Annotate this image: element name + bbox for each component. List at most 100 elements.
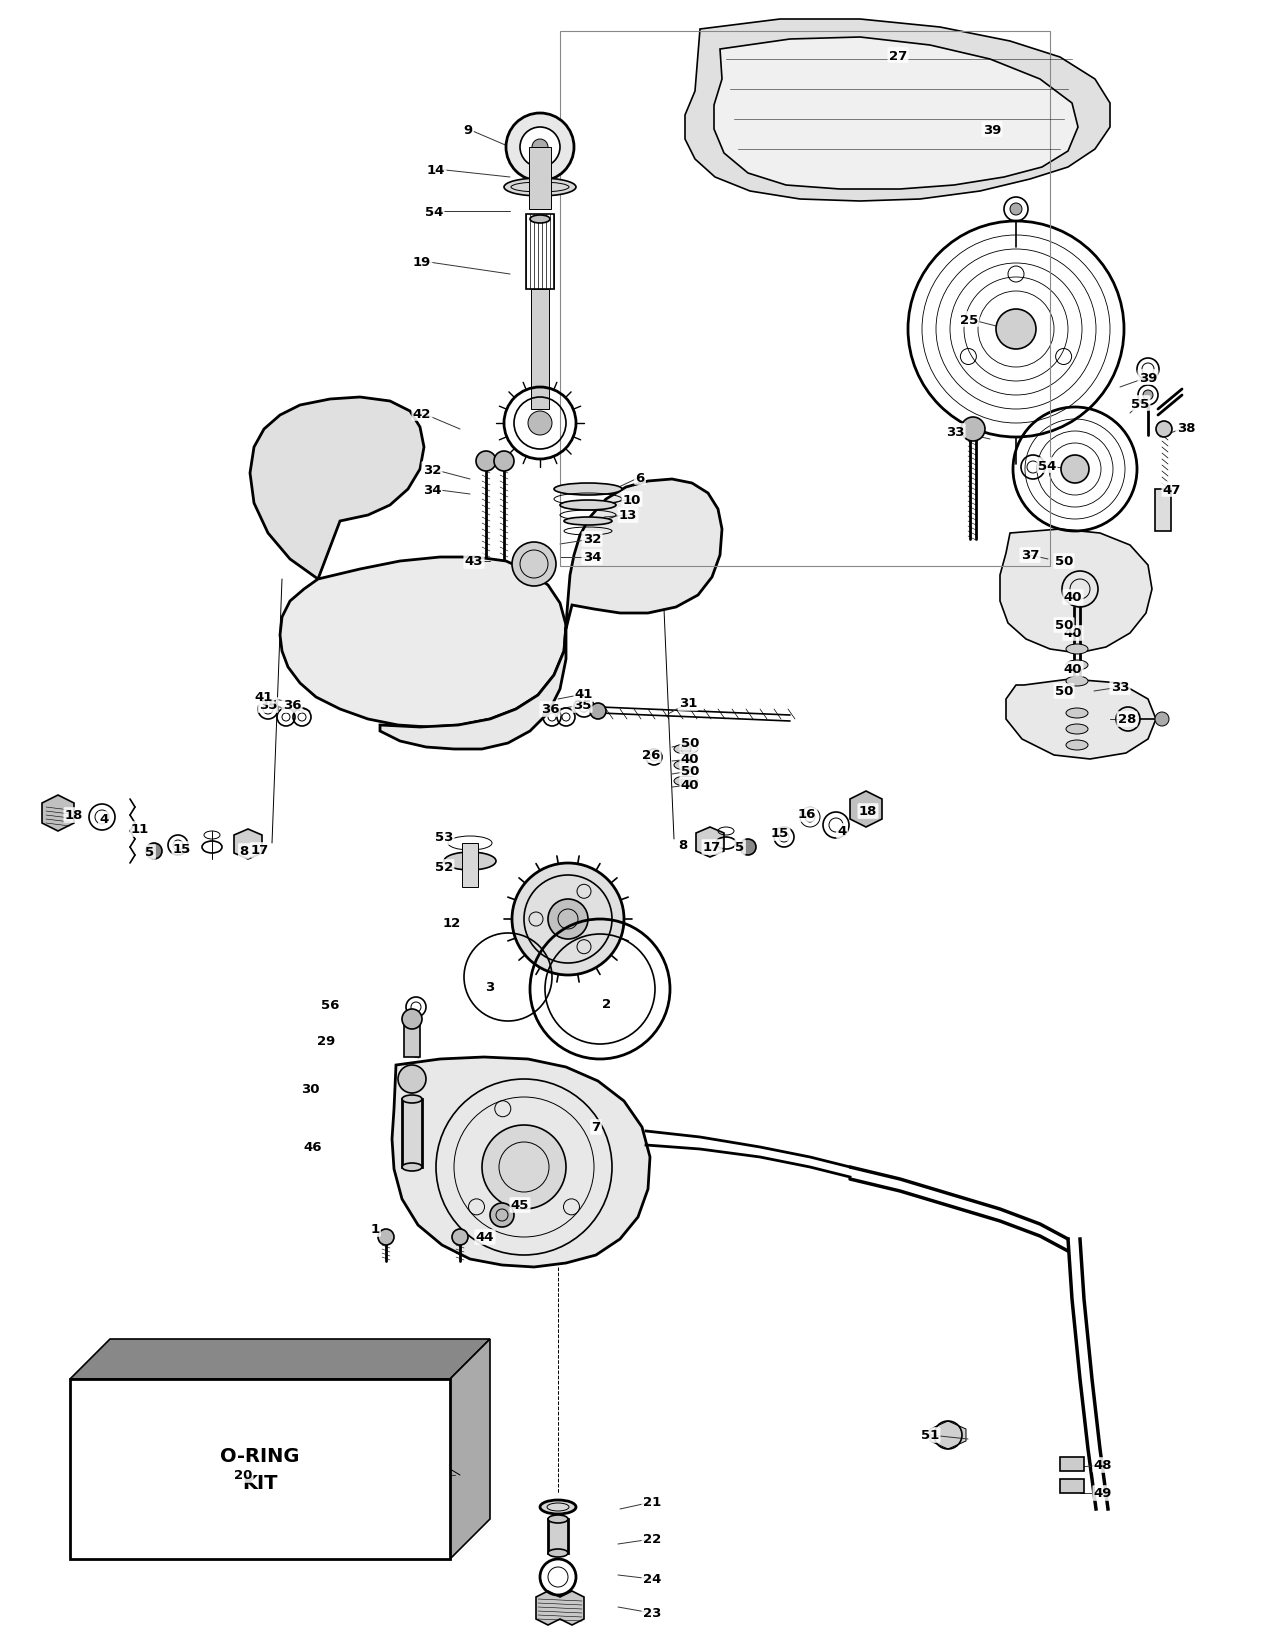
Text: 51: 51 — [920, 1428, 940, 1441]
Text: 5: 5 — [146, 845, 155, 858]
Polygon shape — [714, 38, 1078, 189]
Text: 54: 54 — [1038, 459, 1056, 472]
Circle shape — [494, 452, 515, 472]
Circle shape — [548, 899, 588, 940]
Polygon shape — [685, 20, 1110, 202]
Ellipse shape — [675, 744, 698, 754]
Circle shape — [590, 703, 605, 720]
Text: 12: 12 — [443, 917, 461, 930]
Text: 40: 40 — [681, 752, 699, 765]
Text: 41: 41 — [255, 690, 273, 703]
Ellipse shape — [675, 777, 698, 787]
Text: 50: 50 — [1055, 555, 1073, 568]
Polygon shape — [392, 1058, 650, 1266]
Ellipse shape — [504, 180, 576, 197]
Bar — [402, 1100, 422, 1167]
Circle shape — [1010, 204, 1021, 215]
Text: 6: 6 — [635, 472, 645, 485]
Text: 40: 40 — [1064, 627, 1083, 640]
Ellipse shape — [1066, 677, 1088, 687]
Circle shape — [490, 1203, 515, 1227]
Text: 21: 21 — [643, 1495, 662, 1508]
Circle shape — [961, 418, 986, 442]
Text: 23: 23 — [643, 1606, 662, 1619]
Polygon shape — [536, 1591, 584, 1625]
Circle shape — [1061, 455, 1089, 483]
Polygon shape — [380, 480, 722, 749]
Circle shape — [146, 844, 163, 860]
Text: 49: 49 — [1094, 1487, 1112, 1500]
Circle shape — [520, 127, 559, 168]
Text: 18: 18 — [859, 805, 877, 818]
Ellipse shape — [548, 1514, 568, 1523]
Text: 37: 37 — [1021, 548, 1039, 561]
Polygon shape — [70, 1340, 490, 1379]
Circle shape — [1156, 421, 1172, 437]
Ellipse shape — [1066, 725, 1088, 734]
Ellipse shape — [554, 483, 622, 496]
Bar — [526, 215, 554, 290]
Bar — [404, 1020, 420, 1058]
Circle shape — [483, 1126, 566, 1209]
Text: 8: 8 — [678, 839, 687, 852]
Text: 52: 52 — [435, 862, 453, 875]
Text: 32: 32 — [582, 534, 602, 547]
Text: 40: 40 — [1064, 663, 1083, 676]
Text: 5: 5 — [736, 840, 745, 854]
Text: O-RING
KIT: O-RING KIT — [220, 1446, 300, 1492]
Text: 33: 33 — [1111, 681, 1129, 694]
Text: 19: 19 — [413, 255, 431, 268]
Text: 55: 55 — [1130, 397, 1149, 410]
Text: 18: 18 — [65, 809, 83, 823]
Circle shape — [740, 839, 756, 855]
Ellipse shape — [675, 761, 698, 770]
Bar — [548, 1519, 568, 1554]
Text: 39: 39 — [983, 124, 1001, 137]
Text: 56: 56 — [321, 999, 339, 1012]
Text: 35: 35 — [259, 698, 278, 712]
Text: 45: 45 — [511, 1200, 529, 1211]
Polygon shape — [1000, 530, 1152, 653]
Ellipse shape — [548, 1549, 568, 1557]
Text: 3: 3 — [485, 981, 494, 994]
Text: 16: 16 — [797, 808, 817, 821]
Circle shape — [1143, 390, 1153, 401]
Bar — [529, 149, 550, 211]
Ellipse shape — [540, 1500, 576, 1514]
Text: 36: 36 — [540, 703, 559, 716]
Ellipse shape — [402, 1095, 422, 1103]
Ellipse shape — [1066, 661, 1088, 671]
Text: 50: 50 — [1055, 685, 1073, 698]
Text: 7: 7 — [591, 1121, 600, 1134]
Text: 4: 4 — [837, 826, 846, 837]
Ellipse shape — [1066, 741, 1088, 751]
Text: 20: 20 — [234, 1469, 252, 1482]
Ellipse shape — [559, 501, 616, 511]
Bar — [70, 1379, 451, 1559]
Circle shape — [681, 777, 691, 787]
Polygon shape — [931, 1421, 966, 1449]
Text: 43: 43 — [465, 555, 484, 568]
Text: 29: 29 — [317, 1035, 335, 1048]
Text: 26: 26 — [641, 749, 660, 762]
Text: 15: 15 — [173, 844, 191, 855]
Text: 11: 11 — [131, 823, 150, 836]
Circle shape — [512, 543, 556, 586]
Text: 8: 8 — [239, 845, 248, 858]
Polygon shape — [1006, 679, 1156, 759]
Ellipse shape — [530, 215, 550, 224]
Text: 10: 10 — [623, 493, 641, 506]
Ellipse shape — [1066, 708, 1088, 718]
Text: 25: 25 — [960, 313, 978, 326]
Bar — [531, 290, 549, 410]
Polygon shape — [451, 1340, 490, 1559]
Text: 33: 33 — [946, 426, 964, 439]
Text: 14: 14 — [426, 163, 445, 176]
Bar — [1060, 1457, 1084, 1470]
Text: 42: 42 — [413, 408, 431, 421]
Polygon shape — [234, 829, 262, 860]
Text: 27: 27 — [888, 49, 908, 62]
Bar — [462, 844, 477, 888]
Ellipse shape — [1066, 645, 1088, 654]
Text: 1: 1 — [370, 1222, 380, 1235]
